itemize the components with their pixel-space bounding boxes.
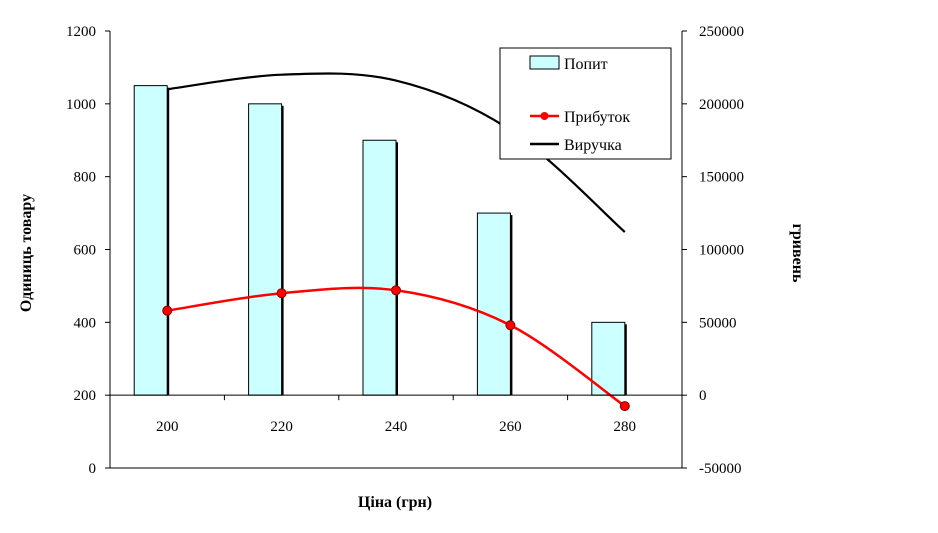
point-profit (391, 285, 401, 296)
bar (476, 212, 511, 396)
x-tick-label: 260 (499, 419, 522, 435)
legend-marker-profit (540, 112, 549, 120)
legend-label-profit: Прибуток (564, 109, 630, 126)
y-tick-label: 400 (74, 315, 97, 331)
point-profit (505, 320, 516, 331)
y-tick-label: 600 (74, 243, 97, 259)
x-tick-label: 240 (385, 419, 408, 435)
legend-label-demand: Попит (564, 56, 608, 73)
point-profit (276, 288, 287, 299)
y-tick-label: 1200 (66, 24, 96, 40)
legend-label-revenue: Виручка (564, 137, 622, 154)
y2-tick-label: 250000 (699, 24, 744, 40)
y-axis-title: Одиниць товару (18, 194, 35, 312)
legend-box (499, 47, 672, 160)
y2-tick-label: 100000 (699, 243, 744, 259)
y2-tick-label: 0 (699, 388, 707, 404)
point-profit (162, 305, 173, 316)
legend: Попит Прибуток Виручка (499, 47, 672, 160)
bar (133, 85, 168, 396)
legend-swatch-bar (529, 55, 560, 70)
bar (248, 103, 283, 396)
y2-tick-label: -50000 (699, 461, 742, 477)
y-tick-label: 1000 (66, 97, 96, 113)
point-profit (619, 401, 630, 412)
y2-axis-title: гривень (789, 224, 806, 283)
x-tick-label: 280 (614, 419, 637, 435)
y-tick-label: 800 (74, 170, 97, 186)
bars-layer (133, 85, 627, 396)
y-tick-label: 0 (89, 461, 97, 477)
x-axis-title: Ціна (грн) (358, 494, 432, 511)
bar (362, 139, 397, 396)
y-tick-label: 200 (74, 388, 97, 404)
y2-tick-label: 150000 (699, 170, 744, 186)
x-tick-label: 200 (156, 419, 179, 435)
y2-tick-label: 200000 (699, 97, 744, 113)
x-tick-label: 220 (270, 419, 293, 435)
y2-tick-label: 50000 (699, 315, 737, 331)
axes-layer: 0 200 400 600 800 1000 1200 -50000 0 50000 100000 1… (66, 24, 744, 477)
line-revenue (167, 72, 626, 233)
lines-layer (162, 72, 630, 412)
